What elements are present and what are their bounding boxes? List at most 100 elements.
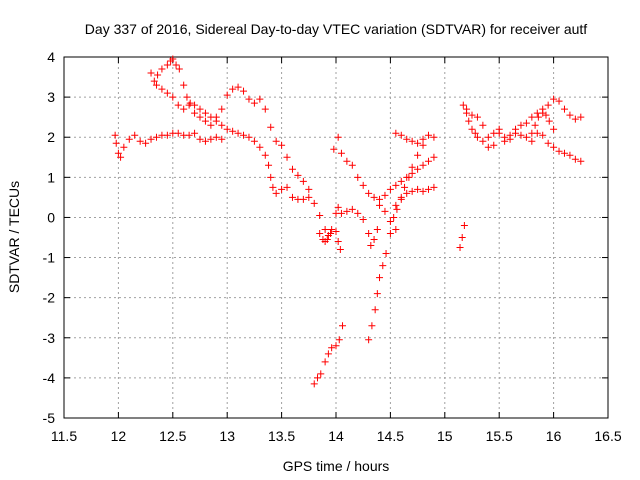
data-point-plus-marker	[390, 213, 398, 221]
data-point-plus-marker	[566, 111, 574, 119]
x-tick-label: 16.5	[594, 428, 621, 444]
series-arc-k	[528, 109, 558, 137]
data-point-plus-marker	[386, 229, 394, 237]
x-tick-label: 13	[219, 428, 235, 444]
data-point-plus-marker	[484, 133, 492, 141]
y-tick-label: 4	[47, 49, 55, 65]
data-point-plus-marker	[299, 195, 307, 203]
grid-lines	[64, 57, 608, 418]
data-point-plus-marker	[339, 322, 347, 330]
data-point-plus-marker	[490, 141, 498, 149]
data-point-plus-marker	[539, 131, 547, 139]
data-point-plus-marker	[324, 350, 332, 358]
data-point-plus-marker	[324, 231, 332, 239]
data-point-plus-marker	[473, 113, 481, 121]
data-point-plus-marker	[152, 81, 160, 89]
data-point-plus-marker	[185, 131, 193, 139]
data-point-plus-marker	[314, 374, 322, 382]
y-tick-label: 0	[47, 209, 55, 225]
data-point-plus-marker	[267, 123, 275, 131]
data-point-plus-marker	[337, 209, 345, 217]
data-point-plus-marker	[512, 129, 520, 137]
data-point-plus-marker	[397, 131, 405, 139]
data-point-plus-marker	[278, 141, 286, 149]
data-point-plus-marker	[414, 151, 422, 159]
series-arc-j	[463, 105, 585, 165]
data-point-plus-marker	[430, 183, 438, 191]
data-point-plus-marker	[317, 370, 325, 378]
data-point-plus-marker	[163, 89, 171, 97]
data-point-plus-marker	[545, 117, 553, 125]
data-point-plus-marker	[376, 201, 384, 209]
data-point-plus-marker	[414, 165, 422, 173]
data-point-plus-marker	[560, 149, 568, 157]
data-point-plus-marker	[174, 129, 182, 137]
data-point-plus-marker	[566, 151, 574, 159]
data-point-plus-marker	[458, 234, 466, 241]
data-point-plus-marker	[175, 65, 183, 73]
data-point-plus-marker	[174, 101, 182, 109]
data-point-plus-marker	[111, 131, 119, 139]
data-point-plus-marker	[234, 129, 242, 137]
data-point-plus-marker	[359, 215, 367, 223]
data-point-plus-marker	[328, 344, 336, 352]
y-tick-label: -5	[43, 410, 56, 426]
data-point-plus-marker	[299, 177, 307, 185]
data-point-plus-marker	[185, 101, 193, 109]
series-arc-e	[316, 203, 381, 250]
data-point-plus-marker	[120, 143, 128, 151]
data-point-plus-marker	[283, 183, 291, 191]
data-point-plus-marker	[245, 133, 253, 141]
data-point-plus-marker	[272, 137, 280, 145]
data-point-plus-marker	[542, 111, 550, 119]
data-point-plus-marker	[316, 229, 324, 237]
data-point-plus-marker	[272, 189, 280, 197]
data-point-plus-marker	[397, 195, 405, 203]
data-point-plus-marker	[180, 105, 188, 113]
data-point-plus-marker	[267, 173, 275, 181]
data-point-plus-marker	[131, 131, 139, 139]
data-point-plus-marker	[544, 101, 552, 109]
x-tick-label: 15	[437, 428, 453, 444]
data-point-plus-marker	[348, 205, 356, 213]
chart-title: Day 337 of 2016, Sidereal Day-to-day VTE…	[85, 21, 588, 37]
data-point-plus-marker	[382, 250, 390, 258]
data-point-plus-marker	[365, 336, 373, 344]
data-point-plus-marker	[245, 95, 253, 103]
data-point-plus-marker	[234, 83, 242, 91]
data-point-plus-marker	[479, 121, 487, 129]
data-point-plus-marker	[397, 177, 405, 185]
data-point-plus-marker	[479, 137, 487, 145]
data-point-plus-marker	[403, 173, 411, 181]
data-point-plus-marker	[371, 306, 379, 314]
data-point-plus-marker	[191, 109, 199, 117]
data-point-plus-marker	[158, 65, 166, 73]
data-point-plus-marker	[201, 109, 209, 117]
data-point-plus-marker	[172, 61, 180, 69]
data-point-plus-marker	[330, 145, 338, 153]
data-point-plus-marker	[250, 99, 258, 107]
data-point-plus-marker	[191, 129, 199, 137]
y-tick-label: 3	[47, 89, 55, 105]
data-point-plus-marker	[381, 207, 389, 215]
data-point-plus-marker	[332, 342, 340, 350]
data-point-plus-marker	[310, 380, 318, 388]
data-point-plus-marker	[408, 137, 416, 145]
x-tick-label: 12	[111, 428, 127, 444]
data-point-plus-marker	[408, 187, 416, 195]
data-point-plus-marker	[381, 191, 389, 199]
data-point-plus-marker	[419, 161, 427, 169]
data-point-plus-marker	[112, 139, 120, 147]
data-point-plus-marker	[183, 93, 191, 101]
data-point-plus-marker	[321, 358, 329, 366]
data-point-plus-marker	[365, 189, 373, 197]
data-point-plus-marker	[343, 157, 351, 165]
data-point-plus-marker	[334, 133, 342, 141]
x-tick-label: 15.5	[486, 428, 513, 444]
data-point-plus-marker	[424, 157, 432, 165]
data-point-plus-marker	[370, 236, 378, 244]
data-point-plus-marker	[368, 322, 376, 330]
data-point-plus-marker	[196, 105, 204, 113]
data-point-plus-marker	[555, 147, 563, 155]
data-point-plus-marker	[465, 117, 473, 125]
